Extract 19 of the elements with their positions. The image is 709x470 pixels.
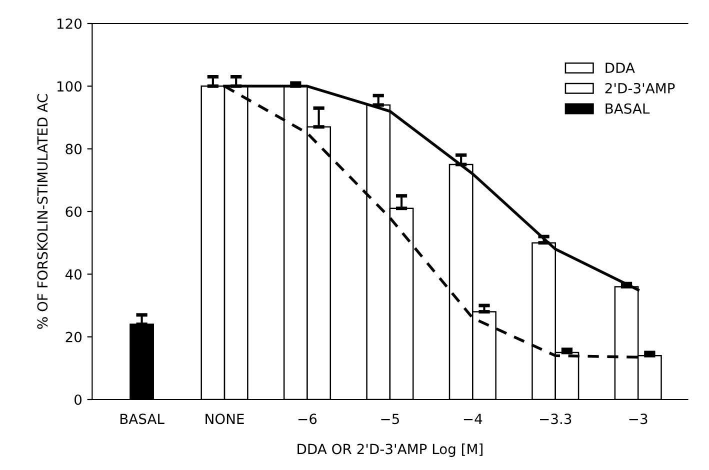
y-tick-label: 120: [57, 18, 82, 29]
x-tick-label: NONE: [206, 414, 244, 424]
y-tick-label: 60: [66, 206, 82, 217]
y-tick-label: 100: [57, 81, 82, 92]
legend-label: DDA: [606, 62, 635, 73]
x-tick-label: −3: [629, 414, 648, 424]
x-tick-label: −6: [298, 414, 317, 424]
y-tick-label: 40: [65, 269, 82, 280]
x-axis-title: DDA OR 2'D-3'AMP Log [M]: [298, 443, 482, 457]
x-tick-label: −3.3: [540, 414, 572, 424]
y-tick-label: 20: [66, 332, 82, 342]
x-tick-label: BASAL: [120, 414, 164, 424]
legend-label: BASAL: [606, 103, 650, 114]
x-tick-label: −5: [381, 414, 399, 424]
x-tick-label: −4: [464, 414, 482, 424]
legend-label: 2'D-3'AMP: [605, 82, 675, 94]
y-axis-title: % OF FORSKOLIN-STIMULATED AC: [37, 94, 48, 329]
y-tick-label: 0: [74, 394, 82, 405]
y-tick-label: 80: [66, 144, 82, 154]
